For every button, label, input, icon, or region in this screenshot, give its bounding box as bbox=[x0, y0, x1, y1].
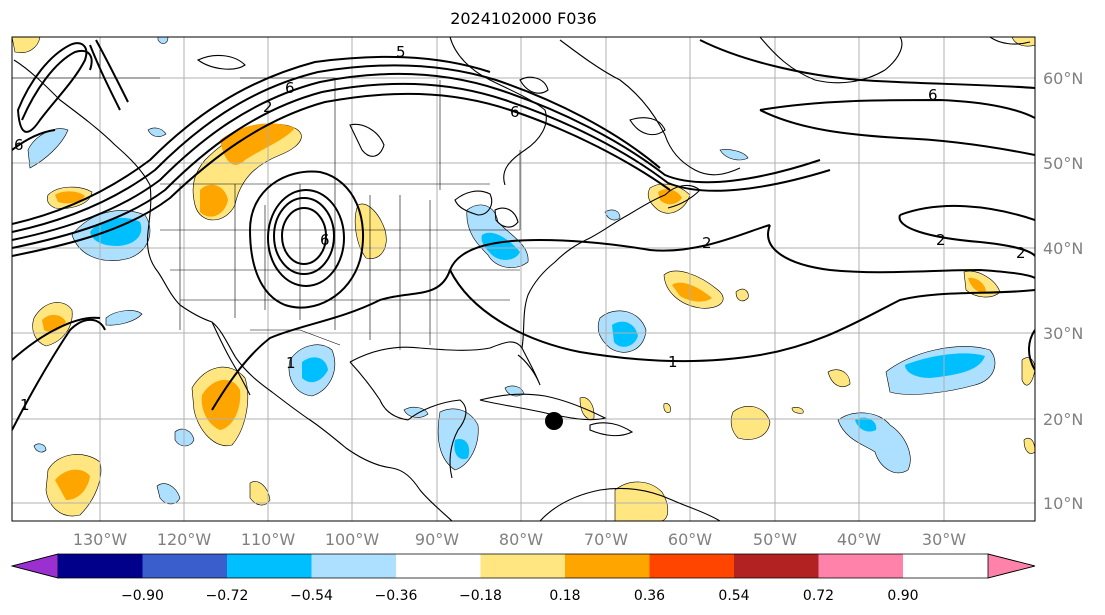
colorbar-swatch bbox=[649, 554, 734, 578]
latitude-axis: 60°N 50°N 40°N 30°N 20°N 10°N bbox=[1043, 69, 1083, 513]
lat-tick-label: 20°N bbox=[1043, 410, 1083, 429]
contour-label: 6 bbox=[285, 79, 295, 97]
lat-tick-label: 50°N bbox=[1043, 154, 1083, 173]
colorbar-tick-label: −0.54 bbox=[290, 588, 333, 604]
contour-label: 2 bbox=[936, 231, 946, 249]
colorbar-tick-label: 0.90 bbox=[887, 588, 918, 604]
colorbar-swatch bbox=[396, 554, 481, 578]
colorbar-swatch bbox=[227, 554, 312, 578]
colorbar-swatch bbox=[818, 554, 903, 578]
colorbar-swatch bbox=[734, 554, 819, 578]
colorbar-tick-label: 0.54 bbox=[718, 588, 749, 604]
height-contours bbox=[12, 39, 1035, 431]
colorbar bbox=[10, 553, 1036, 579]
colorbar-swatch bbox=[480, 554, 565, 578]
contour-label: 6 bbox=[320, 231, 330, 249]
lon-tick-label: 120°W bbox=[157, 530, 212, 549]
contour-label: 1 bbox=[286, 354, 296, 372]
colorbar-tick-label: 0.36 bbox=[634, 588, 665, 604]
map-frame bbox=[11, 36, 1036, 522]
contour-label: 2 bbox=[263, 98, 273, 116]
contour-label: 5 bbox=[396, 43, 406, 61]
colorbar-tick-label: −0.18 bbox=[459, 588, 502, 604]
colorbar-swatch bbox=[142, 554, 227, 578]
colorbar-tick-label: −0.36 bbox=[375, 588, 418, 604]
colorbar-swatch bbox=[311, 554, 396, 578]
colorbar-ticks: −0.90 −0.72 −0.54 −0.36 −0.18 0.18 0.36 … bbox=[121, 588, 919, 604]
longitude-axis: 130°W 120°W 110°W 100°W 90°W 80°W 70°W 6… bbox=[73, 530, 966, 549]
contour-label: 2 bbox=[1016, 244, 1026, 262]
colorbar-swatch bbox=[565, 554, 650, 578]
contour-label: 6 bbox=[510, 103, 520, 121]
colorbar-tick-label: 0.18 bbox=[549, 588, 580, 604]
map-title: 2024102000 F036 bbox=[450, 9, 597, 28]
lon-tick-label: 70°W bbox=[584, 530, 628, 549]
lon-tick-label: 60°W bbox=[668, 530, 712, 549]
colorbar-tick-label: 0.72 bbox=[803, 588, 834, 604]
colorbar-swatch bbox=[58, 554, 143, 578]
lon-tick-label: 50°W bbox=[753, 530, 797, 549]
storm-center-marker bbox=[545, 412, 563, 430]
lat-tick-label: 40°N bbox=[1043, 239, 1083, 258]
positive-anomaly-areas bbox=[12, 37, 1035, 521]
coastlines bbox=[13, 37, 1031, 521]
lon-tick-label: 130°W bbox=[73, 530, 128, 549]
contour-label: 2 bbox=[702, 234, 712, 252]
lon-tick-label: 100°W bbox=[325, 530, 380, 549]
lon-tick-label: 80°W bbox=[499, 530, 543, 549]
lon-tick-label: 30°W bbox=[922, 530, 966, 549]
colorbar-tick-label: −0.72 bbox=[206, 588, 249, 604]
lon-tick-label: 40°W bbox=[837, 530, 881, 549]
contour-label: 1 bbox=[20, 396, 30, 414]
contour-label: 6 bbox=[928, 86, 938, 104]
colorbar-over-arrow bbox=[987, 553, 1036, 579]
contour-label: 6 bbox=[14, 136, 24, 154]
colorbar-tick-label: −0.90 bbox=[121, 588, 164, 604]
negative-anomaly-areas bbox=[27, 127, 996, 505]
lat-tick-label: 30°N bbox=[1043, 324, 1083, 343]
lon-tick-label: 90°W bbox=[415, 530, 459, 549]
contour-label: 1 bbox=[668, 353, 678, 371]
state-borders bbox=[12, 50, 521, 350]
lat-tick-label: 60°N bbox=[1043, 69, 1083, 88]
lat-tick-label: 10°N bbox=[1043, 494, 1083, 513]
lon-tick-label: 110°W bbox=[241, 530, 296, 549]
contour-label-group: 6 6 6 5 6 2 2 2 2 1 1 1 6 bbox=[14, 43, 1026, 414]
colorbar-under-arrow bbox=[10, 553, 59, 579]
